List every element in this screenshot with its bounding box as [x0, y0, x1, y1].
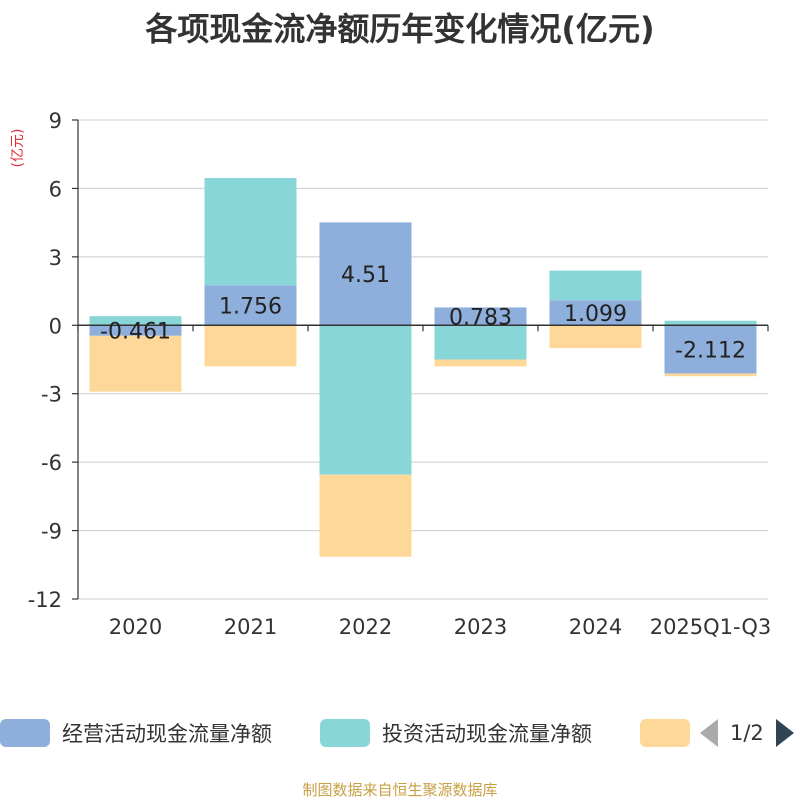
- y-tick-label: 9: [49, 109, 62, 133]
- bar-1-2021: [204, 178, 297, 286]
- legend-next-page-icon[interactable]: [775, 719, 794, 747]
- x-tick-label: 2025Q1-Q3: [650, 615, 772, 639]
- legend-page-indicator: 1/2: [730, 721, 764, 745]
- data-label: -2.112: [675, 338, 746, 363]
- bar-1-2023: [434, 325, 527, 360]
- data-label: 1.099: [564, 302, 627, 327]
- bar-0-2023: [434, 307, 527, 326]
- bar-1-2020: [89, 316, 182, 326]
- bar-0-2024: [549, 300, 642, 326]
- bar-0-2021: [204, 285, 297, 326]
- x-tick-label: 2021: [224, 615, 277, 639]
- legend-label-operating: 经营活动现金流量净额: [62, 722, 272, 746]
- source-footer: 制图数据来自恒生聚源数据库: [302, 781, 498, 799]
- legend-swatch-investing: [320, 719, 370, 747]
- y-tick-label: 6: [49, 177, 62, 201]
- x-tick-label: 2024: [569, 615, 622, 639]
- bar-1-2025Q1-Q3: [664, 320, 757, 326]
- legend-swatch-financing: [640, 719, 690, 747]
- chart-title: 各项现金流净额历年变化情况(亿元): [145, 10, 655, 48]
- x-tick-label: 2023: [454, 615, 507, 639]
- legend: 经营活动现金流量净额 投资活动现金流量净额 1/2: [0, 716, 800, 752]
- y-tick-label: -9: [41, 520, 62, 544]
- y-tick-label: 3: [49, 246, 62, 270]
- bar-2-2024: [549, 325, 642, 349]
- bar-0-2025Q1-Q3: [664, 325, 757, 374]
- y-tick-label: -3: [41, 383, 62, 407]
- bar-2-2020: [89, 335, 182, 392]
- bar-1-2022: [319, 325, 412, 475]
- y-tick-label: 0: [49, 314, 62, 338]
- legend-item-investing[interactable]: 投资活动现金流量净额: [320, 718, 592, 748]
- legend-swatch-operating: [0, 719, 50, 747]
- legend-label-investing: 投资活动现金流量净额: [382, 722, 592, 746]
- bar-1-2024: [549, 270, 642, 301]
- legend-item-operating[interactable]: 经营活动现金流量净额: [0, 718, 272, 748]
- data-label: 0.783: [449, 305, 512, 330]
- bar-2-2025Q1-Q3: [664, 373, 757, 377]
- bar-2-2023: [434, 359, 527, 367]
- y-tick-label: -6: [41, 451, 62, 475]
- data-label: -0.461: [100, 320, 171, 345]
- bar-0-2020: [89, 325, 182, 336]
- bar-2-2021: [204, 325, 297, 367]
- x-tick-label: 2022: [339, 615, 392, 639]
- data-label: 4.51: [341, 263, 390, 288]
- y-tick-label: -12: [28, 588, 62, 612]
- legend-item-financing[interactable]: [640, 718, 690, 748]
- y-axis-unit-label: (亿元): [10, 129, 26, 168]
- legend-prev-page-icon[interactable]: [700, 719, 718, 747]
- x-tick-label: 2020: [109, 615, 162, 639]
- data-label: 1.756: [219, 294, 282, 319]
- bar-2-2022: [319, 474, 412, 557]
- bar-0-2022: [319, 222, 412, 326]
- legend-pager: 1/2: [700, 718, 794, 748]
- bar-chart: (亿元) 9 6 3 0 -3 -6 -9 -12 2020 -0.461 2021 1.756 202…: [10, 109, 772, 639]
